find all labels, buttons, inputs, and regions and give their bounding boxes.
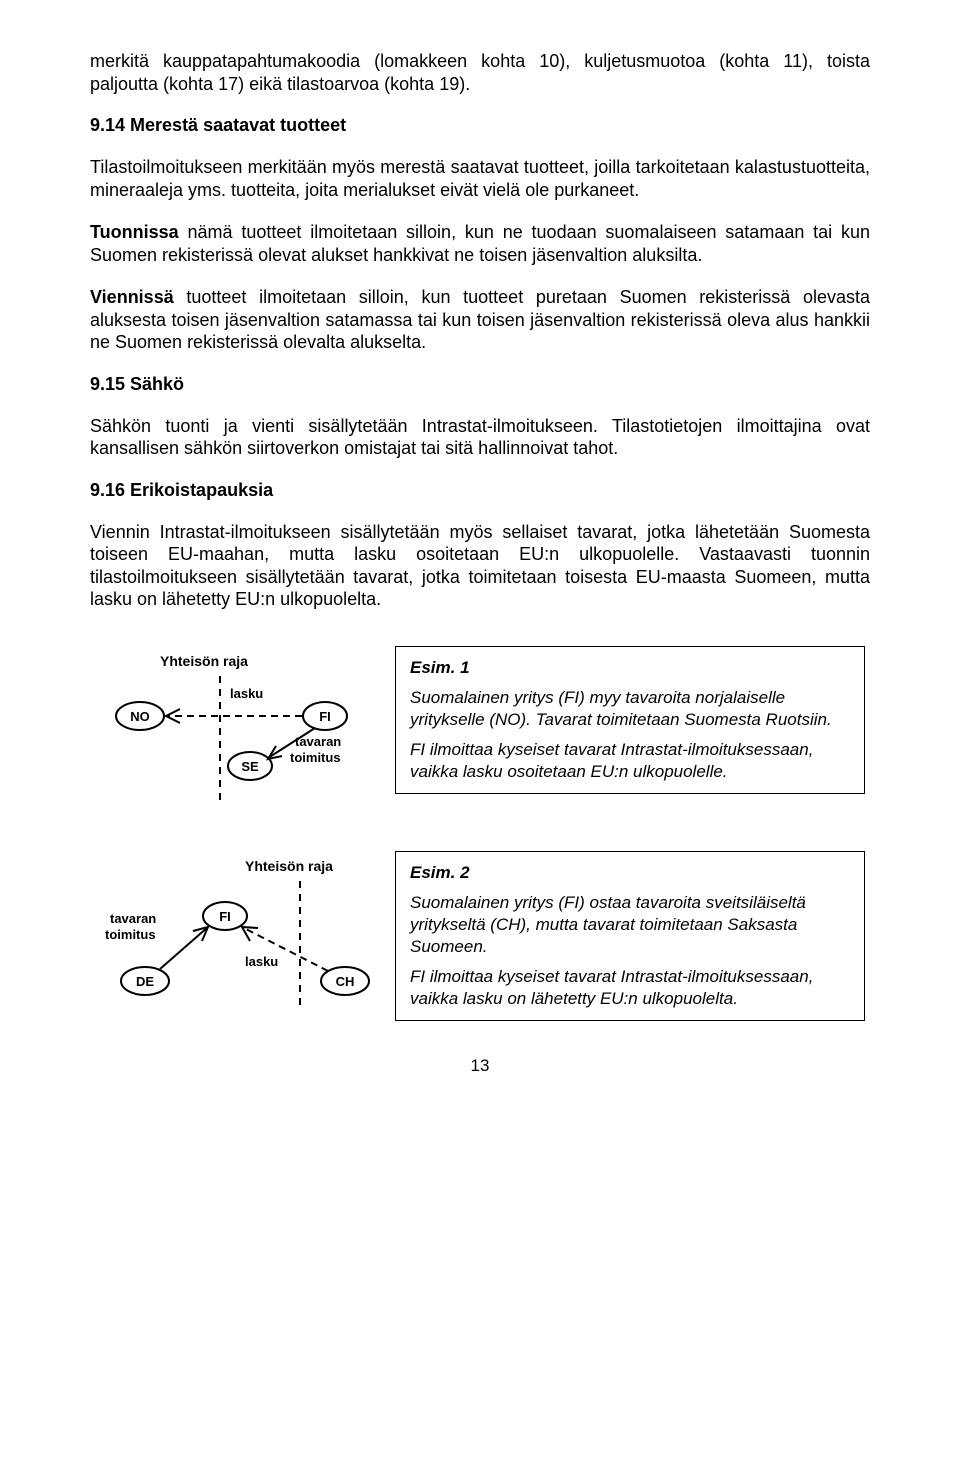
ex1-title: Esim. 1 [410,658,470,677]
d1-lasku: lasku [230,686,263,701]
paragraph-intro: merkitä kauppatapahtumakoodia (lomakkeen… [90,50,870,95]
paragraph-914-2: Tuonnissa nämä tuotteet ilmoitetaan sill… [90,221,870,266]
d2-fi: FI [219,909,231,924]
d1-goods2: toimitus [290,750,341,765]
ex2-title: Esim. 2 [410,863,470,882]
d2-lasku: lasku [245,954,278,969]
d2-de: DE [136,974,154,989]
heading-914: 9.14 Merestä saatavat tuotteet [90,115,870,136]
diagram-row-2: Yhteisön raja FI DE CH tavaran toimitus … [90,851,870,1022]
ex2-line2: FI ilmoittaa kyseiset tavarat Intrastat-… [410,966,850,1010]
d2-goods1: tavaran [110,911,156,926]
page-number: 13 [90,1056,870,1076]
bold-tuonnissa: Tuonnissa [90,222,179,242]
heading-916: 9.16 Erikoistapauksia [90,480,870,501]
heading-915: 9.15 Sähkö [90,374,870,395]
d1-se: SE [241,759,259,774]
d2-border-label: Yhteisön raja [245,858,333,874]
diagram-row-1: Yhteisön raja NO FI SE lasku tavaran toi… [90,646,870,816]
d1-fi: FI [319,709,331,724]
paragraph-914-2-rest: nämä tuotteet ilmoitetaan silloin, kun n… [90,222,870,265]
paragraph-914-1: Tilastoilmoitukseen merkitään myös meres… [90,156,870,201]
diagram-1-svg: Yhteisön raja NO FI SE lasku tavaran toi… [90,646,380,816]
paragraph-916-1: Viennin Intrastat-ilmoitukseen sisällyte… [90,521,870,611]
diagram-2-svg: Yhteisön raja FI DE CH tavaran toimitus … [90,851,380,1021]
paragraph-914-3-rest: tuotteet ilmoitetaan silloin, kun tuotte… [90,287,870,352]
bold-viennissa: Viennissä [90,287,174,307]
d1-border-label: Yhteisön raja [160,653,248,669]
paragraph-915-1: Sähkön tuonti ja vienti sisällytetään In… [90,415,870,460]
ex1-line2: FI ilmoittaa kyseiset tavarat Intrastat-… [410,739,850,783]
d2-ch: CH [336,974,355,989]
d2-goods2: toimitus [105,927,156,942]
paragraph-914-3: Viennissä tuotteet ilmoitetaan silloin, … [90,286,870,354]
d1-no: NO [130,709,150,724]
ex2-line1: Suomalainen yritys (FI) ostaa tavaroita … [410,892,850,958]
d1-goods1: tavaran [295,734,341,749]
ex1-line1: Suomalainen yritys (FI) myy tavaroita no… [410,687,850,731]
example-box-2: Esim. 2 Suomalainen yritys (FI) ostaa ta… [395,851,865,1022]
example-box-1: Esim. 1 Suomalainen yritys (FI) myy tava… [395,646,865,794]
